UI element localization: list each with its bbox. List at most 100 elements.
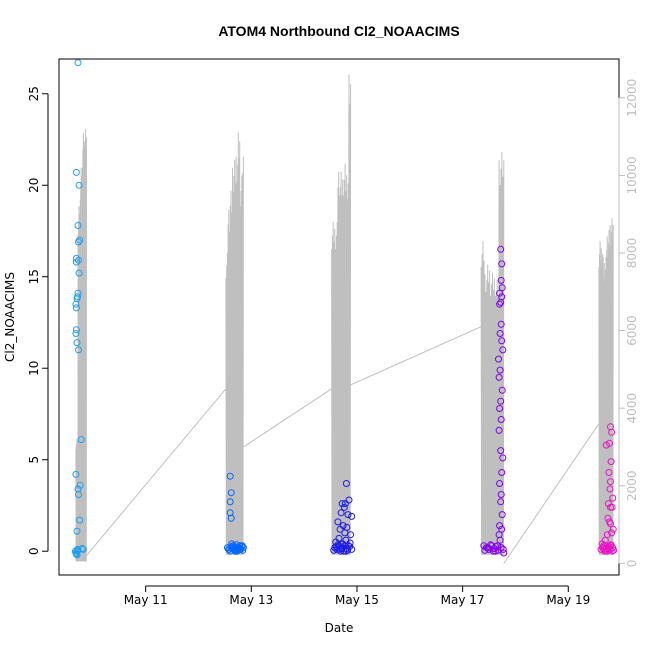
data-point xyxy=(77,436,85,444)
data-point xyxy=(346,539,354,547)
data-point xyxy=(495,373,503,381)
data-point xyxy=(495,426,503,434)
y2-tick-label: 10000 xyxy=(625,156,639,194)
data-point xyxy=(76,481,84,489)
data-point xyxy=(496,405,504,412)
data-point xyxy=(497,320,505,328)
data-point xyxy=(496,300,504,308)
data-point xyxy=(334,518,342,526)
data-point xyxy=(497,416,505,423)
x-tick-label: May 13 xyxy=(229,593,273,607)
data-point xyxy=(599,544,607,552)
data-point xyxy=(497,276,505,284)
data-point xyxy=(76,516,84,524)
altitude-flight-line xyxy=(598,218,614,555)
data-point xyxy=(499,545,507,553)
data-point xyxy=(345,496,353,504)
y2-tick-label: 8000 xyxy=(625,238,639,269)
altitude-transit-line xyxy=(350,326,482,386)
data-point xyxy=(348,512,356,520)
data-point xyxy=(232,547,239,555)
data-point xyxy=(496,289,504,297)
data-point xyxy=(607,458,615,466)
y-tick-label: 5 xyxy=(27,456,41,464)
data-point xyxy=(226,472,234,480)
data-point xyxy=(75,238,82,246)
data-point xyxy=(495,355,502,363)
data-point xyxy=(606,485,614,493)
data-point xyxy=(497,544,505,552)
data-point xyxy=(79,545,87,553)
y-tick-label: 10 xyxy=(27,361,41,376)
data-point xyxy=(347,531,355,539)
data-point xyxy=(491,547,499,555)
x-tick-label: May 15 xyxy=(335,593,379,607)
data-point xyxy=(497,498,505,506)
data-point xyxy=(496,536,504,544)
y-tick-label: 25 xyxy=(27,86,41,101)
data-point xyxy=(73,339,81,347)
x-tick-label: May 19 xyxy=(546,593,590,607)
data-point xyxy=(497,245,505,253)
data-point xyxy=(499,454,507,462)
x-axis-label: Date xyxy=(325,621,354,635)
data-point xyxy=(228,540,236,548)
data-point xyxy=(607,478,614,486)
data-point xyxy=(75,269,83,277)
y-axis-label: Cl2_NOAACIMS xyxy=(3,272,17,362)
data-point xyxy=(342,480,350,487)
y2-tick-label: 4000 xyxy=(625,393,639,424)
data-point xyxy=(489,547,497,555)
data-point xyxy=(498,337,506,345)
data-point xyxy=(341,500,349,508)
data-point xyxy=(604,500,612,508)
data-point xyxy=(72,326,80,334)
y2-tick-label: 12000 xyxy=(625,79,639,117)
data-point xyxy=(609,494,617,502)
y2-tick-label: 2000 xyxy=(625,470,639,501)
altitude-transit-line xyxy=(243,388,332,448)
data-point xyxy=(74,222,82,229)
chart-title: ATOM4 Northbound Cl2_NOAACIMS xyxy=(218,23,459,39)
data-point xyxy=(484,544,492,552)
data-point xyxy=(608,428,616,436)
data-point xyxy=(605,469,613,476)
data-point xyxy=(73,295,81,303)
axes-layer: 0 5 10 15 20 25 0 2000 4000 6000 8000 10000 12000 May… xyxy=(27,79,639,607)
data-point xyxy=(498,386,506,394)
data-point xyxy=(73,527,81,535)
points-layer xyxy=(71,59,618,559)
x-tick-label: May 17 xyxy=(441,593,485,607)
y-tick-label: 15 xyxy=(27,269,41,284)
data-point xyxy=(234,545,242,553)
data-point xyxy=(496,366,504,374)
data-point xyxy=(498,469,506,476)
data-point xyxy=(78,545,86,552)
data-point xyxy=(74,59,82,67)
data-point xyxy=(496,522,504,530)
data-point xyxy=(72,258,80,266)
data-point xyxy=(339,540,347,548)
altitude-flight-line xyxy=(75,128,87,562)
data-point xyxy=(497,298,505,306)
data-point xyxy=(496,480,504,487)
data-point xyxy=(498,284,506,292)
data-point xyxy=(602,441,610,449)
data-point xyxy=(607,542,614,550)
y-tick-label: 0 xyxy=(27,547,41,555)
data-point xyxy=(227,514,235,522)
data-point xyxy=(72,304,80,312)
altitude-transit-line xyxy=(86,388,227,556)
data-point xyxy=(75,491,82,498)
data-point xyxy=(604,514,612,522)
data-point xyxy=(337,509,345,517)
data-point xyxy=(72,168,80,176)
data-point xyxy=(497,397,505,405)
data-point xyxy=(497,491,505,498)
data-point xyxy=(338,500,346,508)
data-point xyxy=(608,529,616,537)
altitude-line-layer xyxy=(75,74,614,564)
data-point xyxy=(498,525,506,533)
data-point xyxy=(226,498,234,506)
